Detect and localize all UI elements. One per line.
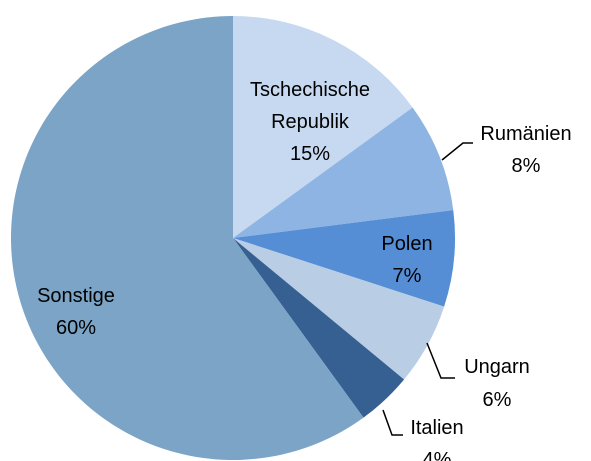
- pie-slice: [233, 238, 445, 380]
- pie-slice: [233, 16, 413, 238]
- slice-label: Rumänien: [480, 123, 572, 145]
- value-label: 6%: [482, 389, 512, 411]
- slice-label: Ungarn: [464, 356, 530, 378]
- value-label: 4%: [422, 449, 452, 461]
- slice-label: Tschechische Republik: [249, 79, 371, 133]
- slice-label: Polen: [381, 233, 433, 255]
- value-label: 7%: [392, 265, 422, 287]
- value-label: 15%: [289, 143, 331, 165]
- slice-label: Sonstige: [37, 285, 115, 307]
- leader-line: [382, 409, 403, 436]
- slice-label: Italien: [410, 417, 464, 439]
- value-label: 60%: [55, 317, 97, 339]
- value-label: 8%: [511, 155, 541, 177]
- pie-slice: [233, 210, 455, 307]
- leader-line: [426, 342, 455, 379]
- pie-slice: [10, 16, 364, 460]
- leader-line: [441, 142, 473, 161]
- pie-slice: [233, 238, 405, 418]
- pie-slice: [233, 107, 454, 238]
